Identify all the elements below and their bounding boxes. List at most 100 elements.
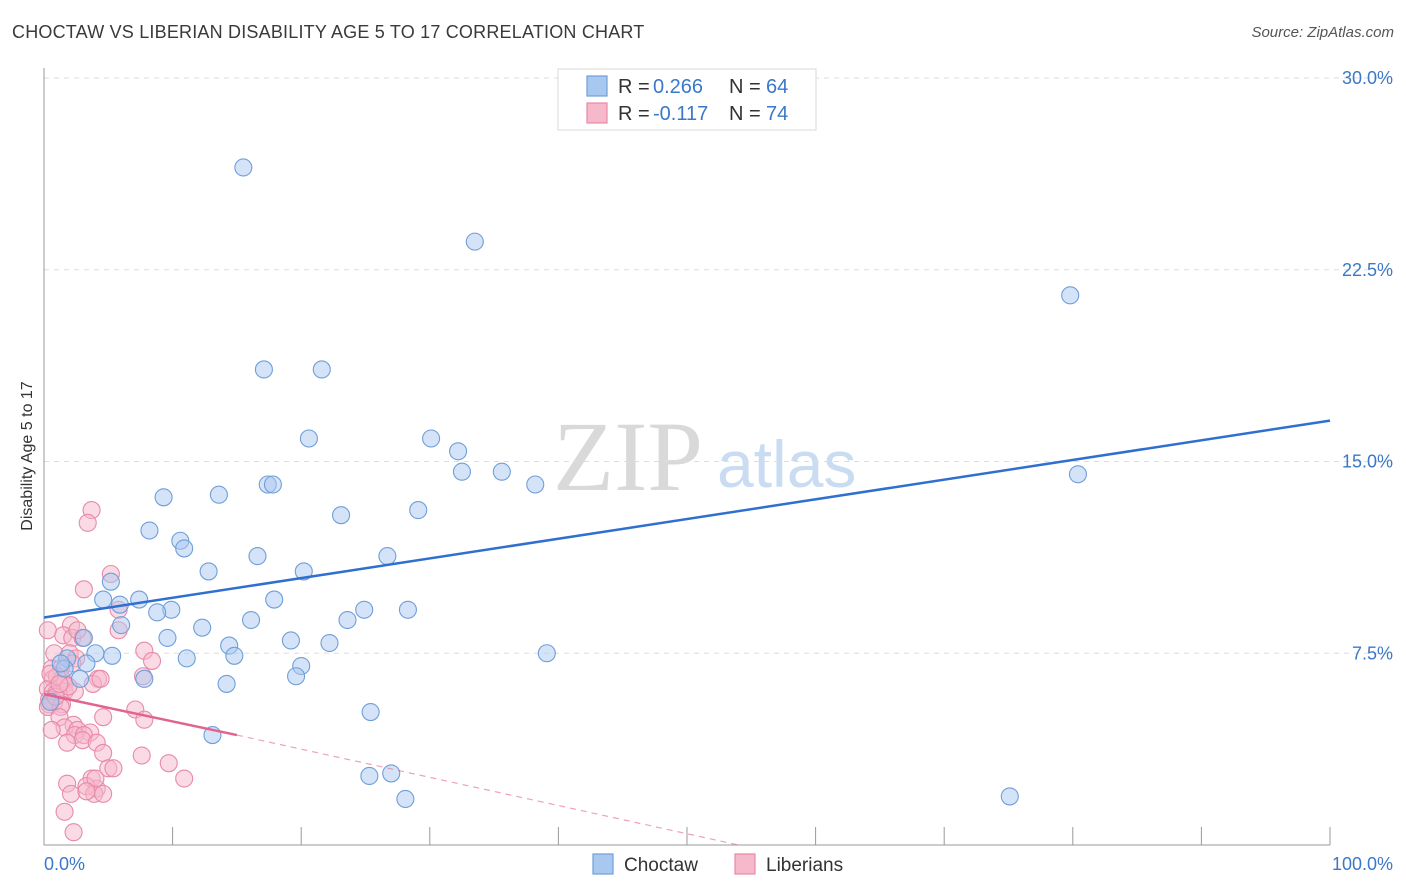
y-tick-labels: 7.5% 15.0% 22.5% 30.0% [1342, 68, 1393, 663]
legend-r-label-choctaw: R = [618, 76, 650, 98]
y-tick-label: 15.0% [1342, 452, 1393, 472]
choctaw-point [175, 539, 194, 558]
legend-n-label-choctaw: N = [729, 76, 761, 98]
liberian-point [175, 769, 194, 788]
choctaw-point [537, 644, 556, 663]
liberian-point [142, 651, 162, 670]
liberian-trend-line [43, 692, 238, 737]
legend-n-value-choctaw: 64 [766, 76, 788, 98]
choctaw-point [51, 654, 70, 673]
watermark-atlas: atlas [717, 427, 856, 501]
choctaw-point [1000, 787, 1019, 806]
choctaw-point [452, 462, 472, 481]
liberian-point [94, 743, 113, 763]
choctaw-point [158, 628, 177, 647]
choctaw-point [338, 610, 357, 630]
chart-title: CHOCTAW VS LIBERIAN DISABILITY AGE 5 TO … [12, 22, 645, 42]
liberian-point [77, 782, 96, 801]
y-tick-label: 7.5% [1352, 643, 1393, 663]
liberian-point [94, 784, 113, 803]
legend-n-label-liberian: N = [729, 103, 761, 125]
choctaw-point [299, 429, 318, 448]
choctaw-point [294, 562, 313, 581]
legend-r-value-liberian: -0.117 [653, 103, 708, 125]
watermark-zip: ZIP [553, 401, 703, 512]
liberian-point [42, 720, 61, 740]
choctaw-point [265, 590, 284, 609]
legend-swatch-liberian [586, 102, 608, 124]
choctaw-point [526, 475, 545, 494]
choctaw-point [355, 600, 374, 619]
watermark: ZIP atlas [553, 401, 856, 512]
choctaw-point [241, 610, 261, 630]
series-legend-label-liberian: Liberians [766, 855, 843, 876]
liberian-trend-extension [236, 734, 739, 846]
choctaw-point [74, 628, 93, 647]
liberian-point [74, 580, 93, 599]
choctaw-point [1068, 465, 1087, 484]
series-legend: Choctaw Liberians [592, 853, 843, 876]
choctaw-point [465, 232, 484, 251]
choctaw-point [130, 590, 149, 609]
choctaw-point [382, 764, 401, 783]
choctaw-point [148, 603, 167, 622]
choctaw-point [225, 646, 244, 665]
liberian-point [58, 733, 77, 752]
choctaw-point [217, 674, 236, 693]
choctaw-point [287, 667, 306, 686]
liberian-point [38, 621, 57, 640]
liberian-point [64, 823, 83, 842]
choctaw-point [70, 669, 90, 688]
choctaw-point [492, 462, 511, 481]
choctaw-point [398, 600, 417, 619]
liberian-point [50, 674, 69, 693]
choctaw-point [312, 360, 331, 379]
liberian-point [78, 513, 97, 532]
liberian-point [55, 802, 74, 821]
liberian-point [132, 746, 151, 765]
choctaw-points [41, 158, 1087, 809]
choctaw-point [94, 590, 113, 609]
choctaw-point [248, 547, 267, 566]
choctaw-point [449, 442, 468, 461]
choctaw-point [177, 649, 196, 668]
choctaw-point [320, 633, 339, 653]
choctaw-point [409, 501, 428, 520]
choctaw-point [332, 506, 351, 525]
choctaw-point [103, 646, 122, 665]
legend-swatch-choctaw [586, 75, 608, 97]
choctaw-point [422, 429, 441, 448]
gridlines [44, 77, 1393, 654]
choctaw-point [254, 360, 273, 379]
choctaw-point [361, 703, 380, 722]
y-tick-label: 22.5% [1342, 260, 1393, 280]
correlation-legend: R = 0.266 N = 64 R = -0.117 N = 74 [557, 68, 817, 131]
choctaw-point [360, 766, 379, 786]
liberian-point [104, 759, 123, 778]
choctaw-point [281, 631, 300, 650]
liberian-point [94, 708, 113, 727]
choctaw-point [209, 485, 228, 504]
y-tick-label: 30.0% [1342, 68, 1393, 88]
liberian-point [91, 669, 110, 688]
x-tick-label-max: 100.0% [1332, 854, 1393, 874]
axes [43, 68, 1331, 846]
legend-r-label-liberian: R = [618, 103, 650, 125]
liberian-point [61, 784, 81, 803]
liberian-point [86, 769, 105, 788]
choctaw-point [396, 789, 415, 809]
source-credit: Source: ZipAtlas.com [1251, 24, 1394, 41]
choctaw-point [77, 654, 96, 673]
x-tick-label-min: 0.0% [44, 854, 85, 874]
choctaw-point [1061, 286, 1080, 305]
choctaw-point [234, 158, 253, 177]
choctaw-trend-line [43, 419, 1331, 619]
liberian-point [159, 754, 178, 773]
choctaw-point [199, 562, 218, 581]
choctaw-point [135, 669, 154, 688]
choctaw-point [378, 547, 397, 566]
choctaw-point [193, 618, 212, 637]
choctaw-point [263, 475, 282, 494]
legend-n-value-liberian: 74 [766, 103, 788, 125]
